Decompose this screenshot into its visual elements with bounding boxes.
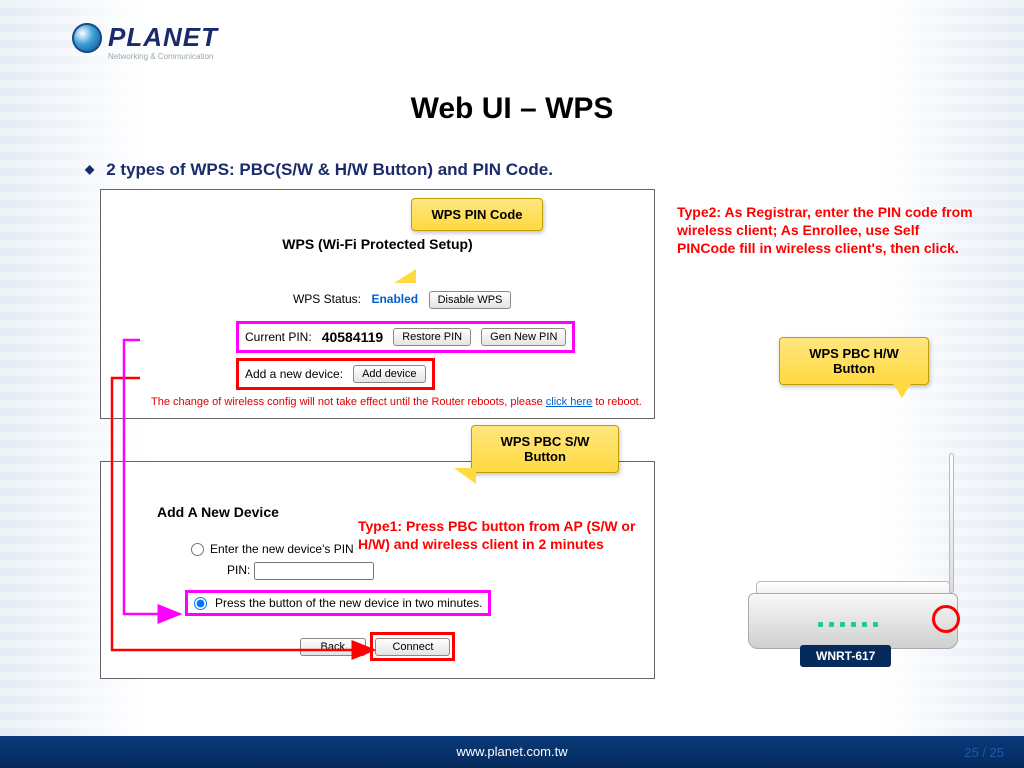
callout-tail-icon [454,468,476,484]
panel1-heading: WPS (Wi-Fi Protected Setup) [101,236,654,252]
pin-input-row: PIN: [227,562,654,580]
footer-url: www.planet.com.tw [456,744,567,759]
router-body [748,593,958,649]
callout-pin-code-text: WPS PIN Code [431,207,522,222]
add-device-label: Add a new device: [245,367,343,381]
bullet-main: 2 types of WPS: PBC(S/W & H/W Button) an… [85,160,553,180]
panel-wps-setup: WPS (Wi-Fi Protected Setup) WPS Status: … [100,189,655,419]
add-device-button[interactable]: Add device [353,365,425,383]
current-pin-value: 40584119 [322,329,384,345]
radio-enter-pin[interactable] [191,543,204,556]
router-model-label: WNRT-617 [800,645,891,667]
pin-input-label: PIN: [227,563,250,577]
reboot-link[interactable]: click here [546,396,592,408]
status-value: Enabled [371,292,418,306]
callout-pin-code: WPS PIN Code [411,198,543,231]
callout-pbc-hw: WPS PBC H/W Button [779,337,929,385]
radio-press-button-highlight: Press the button of the new device in tw… [185,590,491,616]
current-pin-highlight: Current PIN: 40584119 Restore PIN Gen Ne… [236,321,575,353]
globe-icon [72,23,102,53]
callout-pbc-hw-text: WPS PBC H/W Button [809,346,899,376]
status-row: WPS Status: Enabled Disable WPS [286,290,511,309]
gen-new-pin-button[interactable]: Gen New PIN [481,328,566,346]
annotation-type2: Type2: As Registrar, enter the PIN code … [677,203,977,258]
back-button[interactable]: Back [300,638,366,656]
connect-button[interactable]: Connect [375,638,450,656]
status-label: WPS Status: [286,292,361,306]
current-pin-label: Current PIN: [245,330,312,344]
slide-title: Web UI – WPS [0,92,1024,126]
radio-press-button[interactable] [194,597,207,610]
radio-press-button-label: Press the button of the new device in tw… [215,596,482,610]
brand-logo: PLANET [72,22,218,53]
panel-add-device: Add A New Device Enter the new device's … [100,461,655,679]
annotation-type1: Type1: Press PBC button from AP (S/W or … [358,517,654,553]
footer-bar: www.planet.com.tw [0,736,1024,768]
router-image: WNRT-617 [728,432,978,667]
callout-pbc-sw-text: WPS PBC S/W Button [501,434,590,464]
brand-name: PLANET [108,22,218,53]
note-suffix: to reboot. [592,396,642,408]
router-hw-button-circle [932,605,960,633]
router-leds [818,622,878,627]
button-row: Back Connect [101,632,654,661]
restore-pin-button[interactable]: Restore PIN [393,328,471,346]
add-device-highlight: Add a new device: Add device [236,358,435,390]
callout-tail-icon [892,382,912,398]
brand-tagline: Networking & Communication [108,52,213,61]
reboot-note: The change of wireless config will not t… [151,396,644,408]
page-number: 25 / 25 [964,745,1004,760]
router-antenna [949,453,954,593]
note-prefix: The change of wireless config will not t… [151,396,546,408]
pin-input[interactable] [254,562,374,580]
callout-pbc-sw: WPS PBC S/W Button [471,425,619,473]
radio-enter-pin-label: Enter the new device's PIN [210,542,354,556]
disable-wps-button[interactable]: Disable WPS [429,291,512,309]
callout-tail-icon [394,269,416,283]
connect-highlight: Connect [370,632,455,661]
